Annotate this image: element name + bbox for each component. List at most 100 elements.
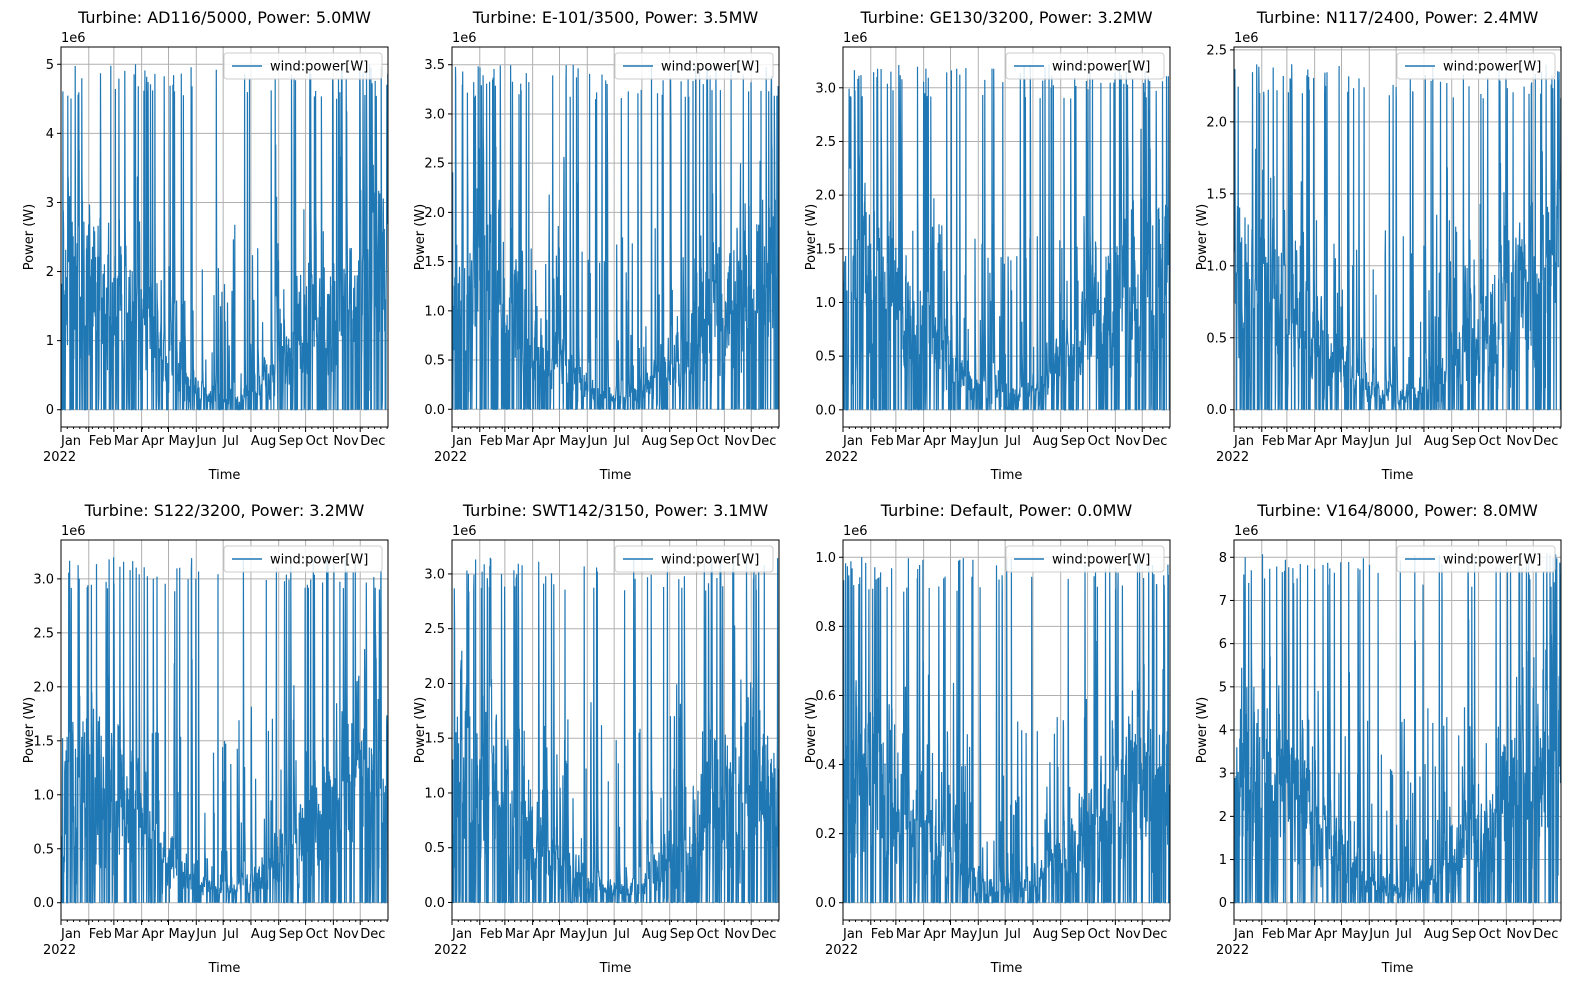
x-tick-label: Jun (586, 927, 607, 942)
y-tick-label: 2.0 (1206, 115, 1227, 130)
x-tick-label: Jul (1004, 927, 1021, 942)
x-tick-label: Feb (480, 927, 503, 942)
x-tick-label: Jul (1395, 434, 1412, 449)
chart-title: Turbine: SWT142/3150, Power: 3.1MW (462, 501, 769, 520)
legend-box (1005, 52, 1165, 80)
y-tick-label: 2.5 (424, 622, 445, 637)
x-tick-label: May (1342, 434, 1369, 449)
legend-label: wind:power[W] (1052, 553, 1150, 568)
x-tick-label: Jan (842, 927, 863, 942)
x-tick-label: Apr (924, 927, 947, 942)
y-tick-label: 4 (1219, 724, 1227, 739)
x-tick-label: Sep (1452, 434, 1477, 449)
legend-label: wind:power[W] (661, 60, 759, 75)
legend-box (614, 52, 774, 80)
x-tick-label: Dec (1533, 927, 1558, 942)
y-tick-label: 0 (46, 403, 54, 418)
legend-box (1396, 545, 1556, 573)
x-tick-label: Feb (89, 927, 112, 942)
x-tick-label: Oct (1479, 927, 1501, 942)
y-tick-label: 2.0 (33, 680, 54, 695)
x-tick-label: Mar (1287, 434, 1312, 449)
subplot-8: Turbine: V164/8000, Power: 8.0MW 0 1 2 3 4 5 6 7… (1195, 501, 1562, 976)
y-tick-label: 3 (46, 196, 54, 211)
legend-box (223, 52, 383, 80)
y-tick-label: 2.5 (1206, 43, 1227, 58)
x-axis-label: Time (1381, 468, 1414, 483)
series-line (61, 64, 388, 411)
legend-box (614, 545, 774, 573)
x-tick-label: Sep (1061, 434, 1086, 449)
y-tick-label: 0.0 (815, 896, 836, 911)
y-tick-label: 0.0 (424, 403, 445, 418)
x-tick-label: Jun (977, 434, 998, 449)
x-tick-label: Feb (871, 927, 894, 942)
x-tick-label: Jun (1368, 927, 1389, 942)
x-tick-label: Jul (613, 927, 630, 942)
y-tick-label: 0.5 (815, 350, 836, 365)
x-tick-label: Nov (1506, 927, 1532, 942)
y-tick-label: 1.5 (815, 242, 836, 257)
x-tick-label: Aug (1424, 434, 1449, 449)
x-tick-label: Nov (724, 434, 750, 449)
x-tick-label: Aug (1033, 927, 1058, 942)
x-tick-label: Jan (842, 434, 863, 449)
x-tick-label: Feb (1262, 434, 1285, 449)
y-offset-label: 1e6 (843, 31, 868, 46)
x-tick-label: Oct (1088, 927, 1110, 942)
y-tick-label: 2.0 (424, 206, 445, 221)
x-tick-label: Feb (871, 434, 894, 449)
x-tick-label: Mar (114, 927, 139, 942)
x-tick-label: Aug (251, 434, 276, 449)
y-tick-label: 1.0 (1206, 259, 1227, 274)
series-line (843, 64, 1170, 412)
x-tick-label: Dec (751, 927, 776, 942)
x-tick-label: Sep (670, 927, 695, 942)
x-tick-label: May (560, 927, 587, 942)
x-tick-label: May (169, 927, 196, 942)
y-tick-label: 3.5 (424, 58, 445, 73)
x-tick-label: Jun (977, 927, 998, 942)
x-year-label: 2022 (43, 450, 76, 465)
x-axis-label: Time (1381, 961, 1414, 976)
y-axis-label: Power (W) (804, 697, 819, 763)
y-tick-label: 3.0 (424, 567, 445, 582)
x-tick-label: Aug (251, 927, 276, 942)
x-tick-label: Jun (1368, 434, 1389, 449)
y-tick-label: 0.4 (815, 758, 836, 773)
y-tick-label: 0.0 (33, 896, 54, 911)
y-tick-label: 3.0 (33, 572, 54, 587)
y-tick-label: 0.0 (1206, 403, 1227, 418)
y-tick-label: 5 (46, 58, 54, 73)
x-year-label: 2022 (1216, 943, 1249, 958)
y-axis-label: Power (W) (804, 204, 819, 270)
y-tick-label: 3.0 (815, 81, 836, 96)
subplot-2: Turbine: E-101/3500, Power: 3.5MW 0.0 0.5 1… (413, 8, 780, 483)
x-tick-label: Aug (1033, 434, 1058, 449)
x-year-label: 2022 (825, 450, 858, 465)
x-tick-label: Feb (89, 434, 112, 449)
y-tick-label: 0.5 (1206, 331, 1227, 346)
y-tick-label: 2 (46, 265, 54, 280)
x-tick-label: Oct (1479, 434, 1501, 449)
series-line (452, 557, 779, 905)
x-tick-label: Jun (195, 434, 216, 449)
chart-title: Turbine: GE130/3200, Power: 3.2MW (859, 8, 1152, 27)
subplot-1: Turbine: AD116/5000, Power: 5.0MW 0 1 2 3 4 51… (22, 8, 389, 483)
x-tick-label: Jan (451, 434, 472, 449)
y-tick-label: 1 (46, 334, 54, 349)
x-tick-label: Dec (1142, 927, 1167, 942)
y-tick-label: 1.5 (33, 734, 54, 749)
x-tick-label: Aug (1424, 927, 1449, 942)
x-tick-label: Nov (724, 927, 750, 942)
y-tick-label: 0.0 (424, 896, 445, 911)
y-tick-label: 2.5 (33, 626, 54, 641)
x-axis-label: Time (599, 961, 632, 976)
chart-title: Turbine: Default, Power: 0.0MW (880, 501, 1133, 520)
y-tick-label: 1.5 (424, 255, 445, 270)
x-tick-label: Jun (586, 434, 607, 449)
x-tick-label: Jan (451, 927, 472, 942)
x-tick-label: May (1342, 927, 1369, 942)
y-tick-label: 1.0 (815, 551, 836, 566)
y-tick-label: 5 (1219, 680, 1227, 695)
